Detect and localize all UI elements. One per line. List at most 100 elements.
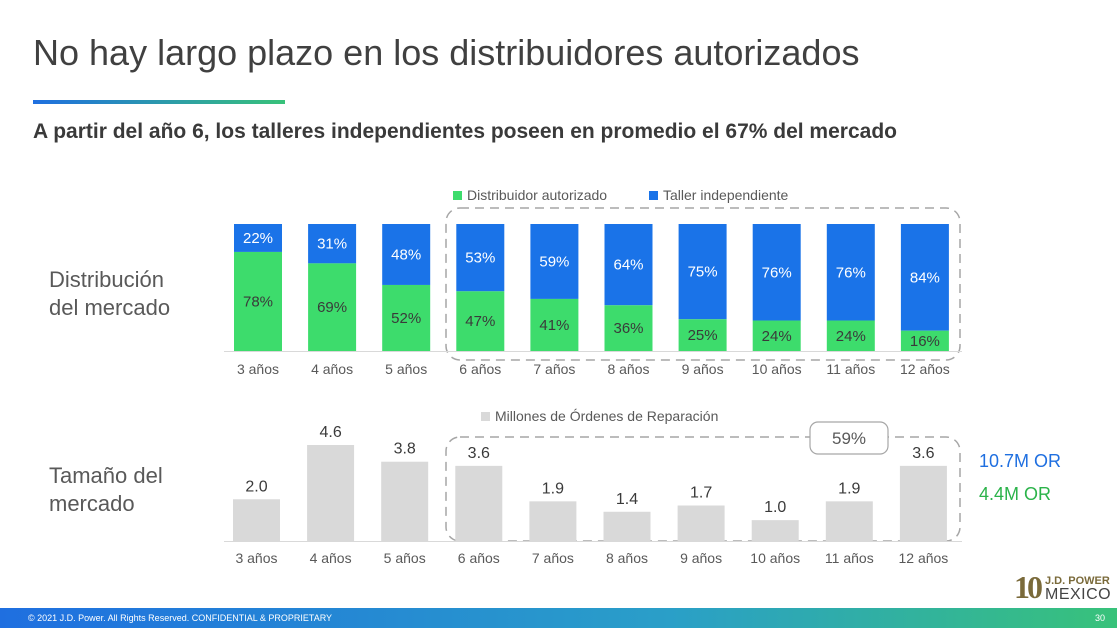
category-label-bottom: 4 años <box>310 550 352 566</box>
bar-independent <box>826 224 875 321</box>
label-independent: 76% <box>762 264 792 281</box>
bar-repair-orders <box>381 461 429 541</box>
label-dealer: 41% <box>539 317 569 334</box>
label-repair-orders: 1.0 <box>764 499 786 516</box>
label-dealer: 52% <box>391 310 421 327</box>
logo-brand: J.D. POWER <box>1045 575 1110 587</box>
bar-repair-orders <box>603 511 651 541</box>
label-repair-orders: 1.9 <box>838 480 860 497</box>
category-label-top: 6 años <box>459 361 501 377</box>
bar-independent <box>234 224 282 252</box>
bar-dealer <box>826 320 875 351</box>
legend-dealer: Distribuidor autorizado <box>453 187 607 203</box>
bar-repair-orders <box>307 445 355 541</box>
category-label-bottom: 8 años <box>606 550 648 566</box>
bar-dealer <box>382 284 431 351</box>
legend-swatch-green <box>453 190 462 200</box>
category-label-top: 8 años <box>607 361 649 377</box>
bar-independent <box>752 224 801 321</box>
label-repair-orders: 1.4 <box>616 491 638 508</box>
bar-independent <box>382 224 431 285</box>
page-number: 30 <box>1094 613 1105 623</box>
bar-repair-orders <box>455 465 503 541</box>
category-label-bottom: 3 años <box>235 550 277 566</box>
legend-swatch-gray <box>481 411 490 421</box>
label-repair-orders: 3.6 <box>468 445 490 462</box>
bar-dealer <box>234 251 282 351</box>
category-label-top: 9 años <box>682 361 724 377</box>
label-dealer: 69% <box>317 299 347 316</box>
label-independent: 75% <box>688 264 718 281</box>
label-dealer: 16% <box>910 333 940 350</box>
or-dealer: 4.4M OR <box>979 484 1052 504</box>
bar-repair-orders <box>233 499 280 541</box>
label-repair-orders: 3.8 <box>394 441 416 458</box>
category-label-bottom: 7 años <box>532 550 574 566</box>
bar-repair-orders <box>751 520 799 541</box>
bar-independent <box>530 224 579 299</box>
bar-repair-orders <box>677 505 725 541</box>
legend-repair-orders: Millones de Órdenes de Reparación <box>481 408 718 424</box>
category-label-bottom: 12 años <box>898 550 948 566</box>
bar-dealer <box>678 319 727 351</box>
category-label-bottom: 9 años <box>680 550 722 566</box>
category-label-top: 11 años <box>826 361 875 377</box>
logo-country: MEXICO <box>1045 586 1112 603</box>
label-independent: 31% <box>317 236 347 253</box>
label-independent: 59% <box>539 253 569 270</box>
label-dealer: 78% <box>243 293 273 310</box>
label-dealer: 25% <box>688 327 718 344</box>
logo-number: 10 <box>1014 569 1043 605</box>
legend-independent-label: Taller independiente <box>663 187 789 203</box>
legend-dealer-label: Distribuidor autorizado <box>467 187 608 203</box>
label-dealer: 47% <box>465 313 495 330</box>
bar-dealer <box>530 298 579 351</box>
bar-independent <box>678 224 727 320</box>
category-label-top: 5 años <box>385 361 427 377</box>
row-label-distribution: Distribución del mercado <box>49 267 171 320</box>
label-independent: 76% <box>836 264 866 281</box>
category-label-bottom: 11 años <box>825 550 874 566</box>
bar-repair-orders <box>899 465 947 541</box>
bar-independent <box>900 224 949 331</box>
label-repair-orders: 3.6 <box>912 445 934 462</box>
label-repair-orders: 4.6 <box>319 424 341 441</box>
legend-swatch-blue <box>649 190 658 200</box>
label-repair-orders: 1.7 <box>690 485 712 502</box>
bar-dealer <box>900 330 949 351</box>
footer-copyright: © 2021 J.D. Power. All Rights Reserved. … <box>28 613 333 623</box>
category-label-top: 3 años <box>237 361 279 377</box>
category-label-bottom: 6 años <box>458 550 500 566</box>
label-independent: 64% <box>613 257 643 274</box>
slide-title: No hay largo plazo en los distribuidores… <box>33 32 860 73</box>
callout-value: 59% <box>832 429 866 448</box>
category-label-top: 7 años <box>533 361 575 377</box>
bar-dealer <box>604 305 653 351</box>
bar-dealer <box>456 291 505 351</box>
category-label-top: 10 años <box>752 361 802 377</box>
footer-bar: © 2021 J.D. Power. All Rights Reserved. … <box>0 608 1117 628</box>
legend-independent: Taller independiente <box>649 187 788 203</box>
category-label-top: 12 años <box>900 361 950 377</box>
label-dealer: 24% <box>836 328 866 345</box>
callout-box <box>809 421 889 455</box>
slide-subtitle: A partir del año 6, los talleres indepen… <box>33 120 897 143</box>
bar-independent <box>604 224 653 306</box>
title-accent-bar <box>33 100 285 104</box>
label-repair-orders: 2.0 <box>245 478 267 495</box>
row-label-market-size: Tamaño del mercado <box>49 463 163 516</box>
category-label-bottom: 10 años <box>750 550 800 566</box>
bar-repair-orders <box>825 501 873 541</box>
legend-repair-orders-label: Millones de Órdenes de Reparación <box>495 408 719 424</box>
label-independent: 48% <box>391 246 421 263</box>
label-independent: 53% <box>465 250 495 267</box>
category-label-top: 4 años <box>311 361 353 377</box>
category-label-bottom: 5 años <box>384 550 426 566</box>
bar-repair-orders <box>529 501 577 541</box>
label-dealer: 36% <box>613 320 643 337</box>
bar-dealer <box>752 320 801 351</box>
label-repair-orders: 1.9 <box>542 480 564 497</box>
label-independent: 22% <box>243 230 273 247</box>
dashed-highlight-top <box>445 207 961 361</box>
